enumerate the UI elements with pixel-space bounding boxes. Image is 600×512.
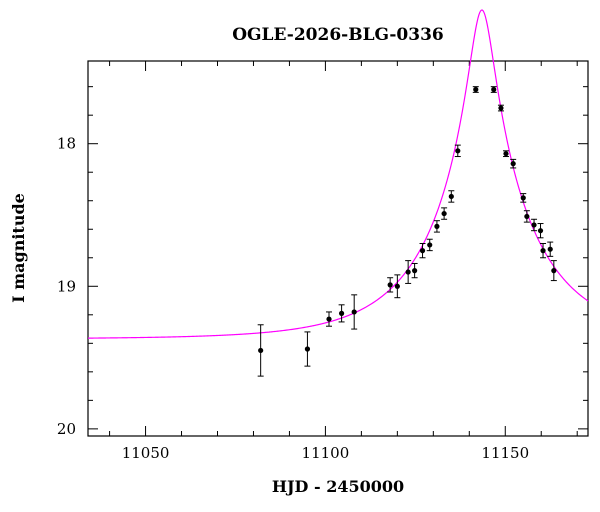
data-point (426, 238, 433, 252)
data-point (523, 210, 530, 223)
y-tick-label: 19 (57, 277, 76, 295)
x-tick-label: 11100 (302, 444, 350, 462)
data-marker (448, 193, 454, 200)
data-point (454, 144, 461, 158)
data-point (448, 190, 455, 203)
data-point (540, 243, 547, 259)
data-marker (473, 86, 479, 93)
data-marker (498, 105, 504, 111)
data-point (510, 158, 517, 169)
data-marker (491, 86, 497, 93)
data-point (472, 86, 479, 93)
data-marker (351, 309, 357, 315)
y-tick-label: 20 (57, 420, 76, 438)
data-marker (520, 195, 526, 201)
data-point (537, 223, 544, 239)
data-point (502, 150, 509, 158)
data-point (326, 311, 333, 327)
data-marker (547, 246, 553, 252)
x-axis-label: HJD - 2450000 (272, 477, 404, 496)
data-point (419, 243, 426, 259)
model-curve-layer (87, 9, 589, 339)
data-point (433, 220, 440, 233)
data-point (338, 304, 345, 323)
data-marker (419, 248, 426, 254)
x-tick-label: 11150 (481, 444, 529, 462)
data-point (304, 331, 311, 367)
data-marker (531, 222, 537, 228)
data-point (547, 241, 554, 257)
plot-frame (87, 60, 589, 437)
data-marker (304, 346, 311, 352)
data-point (257, 324, 264, 377)
data-point (497, 104, 504, 112)
data-marker (412, 268, 418, 274)
y-tick-label: 18 (57, 135, 76, 153)
data-marker (405, 269, 411, 275)
data-marker (434, 223, 440, 229)
x-tick-label: 11050 (122, 444, 170, 462)
data-marker (427, 242, 433, 248)
data-point (411, 262, 418, 279)
data-marker (455, 148, 461, 154)
data-marker (338, 310, 345, 316)
data-marker (551, 268, 557, 274)
data-marker (540, 248, 546, 254)
data-marker (394, 283, 400, 289)
chart-title: OGLE-2026-BLG-0336 (232, 25, 444, 45)
data-point (394, 274, 401, 299)
data-point (550, 260, 557, 282)
data-point (531, 218, 538, 232)
data-point (520, 193, 527, 203)
model-curve (87, 9, 589, 339)
tick-labels: 11050 11100 11150 18 19 20 (57, 135, 529, 462)
data-marker (326, 316, 332, 322)
data-marker (258, 347, 264, 354)
data-marker (537, 228, 544, 234)
data-point (405, 260, 412, 284)
data-point (490, 86, 497, 93)
data-point (387, 277, 394, 293)
y-axis-label: I magnitude (9, 193, 28, 303)
axis-ticks (88, 61, 588, 436)
data-marker (524, 213, 530, 220)
data-marker (441, 210, 447, 217)
data-marker (503, 151, 509, 157)
data-marker (387, 282, 393, 288)
data-points-layer (257, 86, 557, 377)
data-marker (510, 161, 516, 167)
data-point (441, 207, 448, 220)
data-point (351, 294, 358, 330)
